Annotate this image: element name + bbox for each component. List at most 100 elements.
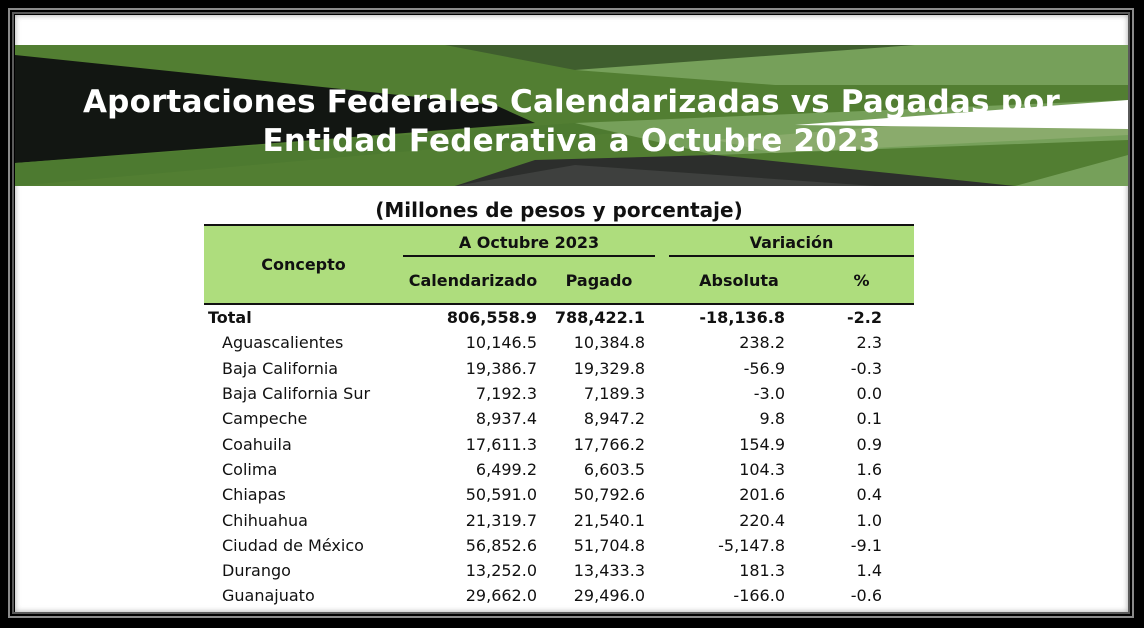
cell-concepto: Coahuila [222,434,292,454]
cell-pct: 2.3 [856,333,882,353]
cell-spacer [655,583,669,608]
table-subtitle: (Millones de pesos y porcentaje) [375,198,743,222]
cell-concepto: Ciudad de México [222,535,364,555]
cell-absoluta: 201.6 [739,485,785,505]
cell-calendarizado: 13,252.0 [465,561,537,581]
cell-pct: 0.9 [856,434,882,454]
cell-pagado: 6,603.5 [583,459,645,479]
cell-absoluta: 104.3 [739,459,785,479]
cell-concepto: Total [208,308,252,328]
cell-pct: -2.2 [847,308,882,328]
title-banner: Aportaciones Federales Calendarizadas vs… [15,45,1128,186]
column-header-calendarizado: Calendarizado [403,257,543,305]
cell-pagado: 7,189.3 [583,384,645,404]
table-row-total: Total 806,558.9 788,422.1 -18,136.8 -2.2 [204,304,914,330]
column-header-absoluta: Absoluta [669,257,809,305]
cell-spacer [655,304,669,330]
header-row-groups: Concepto A Octubre 2023 Variación [204,225,914,305]
table-row: Aguascalientes 10,146.5 10,384.8 238.2 2… [204,330,914,355]
cell-absoluta: 238.2 [739,333,785,353]
cell-spacer [655,533,669,558]
cell-pct: 1.4 [856,561,882,581]
banner-background-graphic [15,45,1128,186]
page-title: Aportaciones Federales Calendarizadas vs… [15,83,1128,161]
cell-spacer [655,507,669,532]
cell-concepto: Chiapas [222,485,286,505]
cell-spacer [655,431,669,456]
cell-spacer [655,406,669,431]
cell-pct: 1.6 [856,459,882,479]
column-group-variation-label: Variación [749,233,834,252]
cell-spacer [655,381,669,406]
cell-pagado: 8,947.2 [583,409,645,429]
column-group-period-label: A Octubre 2023 [458,233,600,252]
column-header-concepto: Concepto [204,225,403,305]
cell-calendarizado: 10,146.5 [465,333,537,353]
cell-pagado: 788,422.1 [554,308,645,328]
cell-pct: 0.4 [856,485,882,505]
column-group-underline [403,255,655,257]
title-line-2: Entidad Federativa a Octubre 2023 [262,123,881,159]
column-group-spacer [655,225,669,257]
cell-calendarizado: 806,558.9 [446,308,537,328]
cell-calendarizado: 56,852.6 [465,535,537,555]
cell-pct: 1.0 [856,510,882,530]
table-row: Baja California Sur 7,192.3 7,189.3 -3.0… [204,381,914,406]
outer-frame-border [8,8,1134,618]
column-header-pct: % [809,257,914,305]
column-group-variation: Variación [669,225,914,257]
table-row: Ciudad de México 56,852.6 51,704.8 -5,14… [204,533,914,558]
cell-concepto: Colima [222,459,278,479]
cell-pagado: 10,384.8 [573,333,645,353]
cell-spacer [655,482,669,507]
title-line-1: Aportaciones Federales Calendarizadas vs… [82,84,1061,120]
column-header-pagado: Pagado [543,257,655,305]
cell-pct: 0.0 [856,384,882,404]
cell-spacer [655,356,669,381]
cell-absoluta: 9.8 [759,409,785,429]
table-row: Guanajuato 29,662.0 29,496.0 -166.0 -0.6 [204,583,914,608]
column-group-period: A Octubre 2023 [403,225,655,257]
cell-concepto: Guanajuato [222,586,315,606]
cell-calendarizado: 50,591.0 [465,485,537,505]
cell-pct: -0.6 [850,586,882,606]
table-row: Campeche 8,937.4 8,947.2 9.8 0.1 [204,406,914,431]
cell-concepto: Aguascalientes [222,333,344,353]
cell-absoluta: -18,136.8 [699,308,785,328]
cell-pagado: 13,433.3 [573,561,645,581]
cell-pagado: 50,792.6 [573,485,645,505]
cell-spacer [655,457,669,482]
cell-pagado: 17,766.2 [573,434,645,454]
cell-absoluta: 154.9 [739,434,785,454]
header-row-columns: Calendarizado Pagado Absoluta % [204,257,914,305]
column-header-spacer [655,257,669,305]
table-row: Chihuahua 21,319.7 21,540.1 220.4 1.0 [204,507,914,532]
cell-pagado: 21,540.1 [573,510,645,530]
cell-calendarizado: 17,611.3 [465,434,537,454]
table-row: Baja California 19,386.7 19,329.8 -56.9 … [204,356,914,381]
cell-pct: -0.3 [850,358,882,378]
cell-absoluta: 220.4 [739,510,785,530]
cell-absoluta: -56.9 [743,358,785,378]
table-row: Coahuila 17,611.3 17,766.2 154.9 0.9 [204,431,914,456]
table-row: Chiapas 50,591.0 50,792.6 201.6 0.4 [204,482,914,507]
cell-pagado: 29,496.0 [573,586,645,606]
cell-concepto: Campeche [222,409,308,429]
slide: Aportaciones Federales Calendarizadas vs… [15,15,1128,612]
cell-concepto: Baja California Sur [222,384,371,404]
cell-spacer [655,558,669,583]
cell-calendarizado: 8,937.4 [475,409,537,429]
cell-calendarizado: 19,386.7 [465,358,537,378]
cell-calendarizado: 21,319.7 [465,510,537,530]
data-table: Concepto A Octubre 2023 Variación Calend… [204,224,914,609]
cell-pct: 0.1 [856,409,882,429]
cell-pagado: 51,704.8 [573,535,645,555]
table-row: Durango 13,252.0 13,433.3 181.3 1.4 [204,558,914,583]
table-row: Colima 6,499.2 6,603.5 104.3 1.6 [204,457,914,482]
cell-calendarizado: 7,192.3 [475,384,537,404]
cell-calendarizado: 6,499.2 [475,459,537,479]
cell-concepto: Chihuahua [222,510,308,530]
cell-concepto: Durango [222,561,291,581]
column-group-underline [669,255,914,257]
cell-pct: -9.1 [850,535,882,555]
